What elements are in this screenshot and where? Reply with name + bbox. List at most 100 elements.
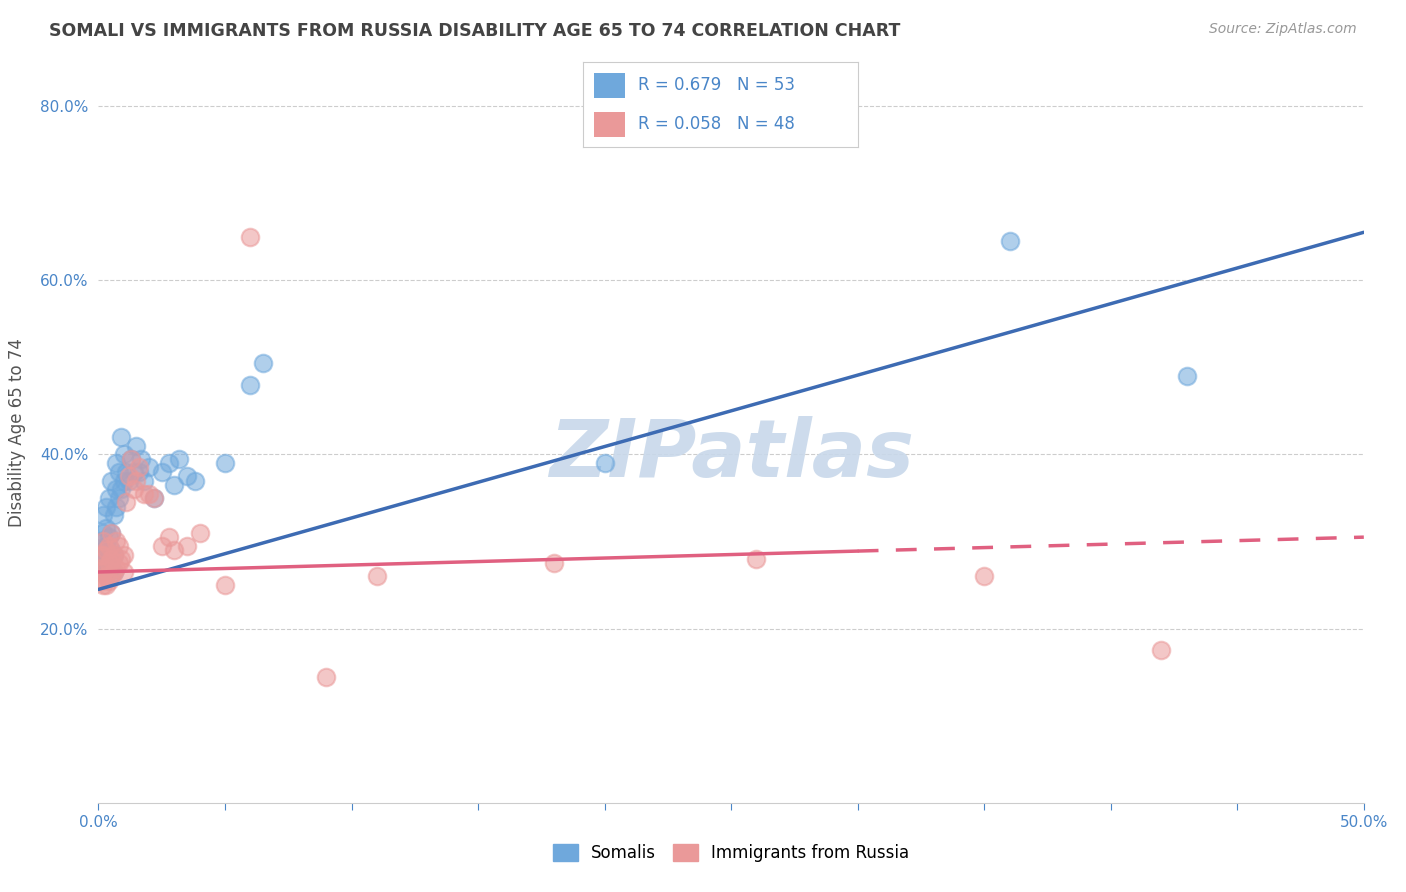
Point (107, 491, 129, 505)
Point (214, 456, 236, 470)
Point (93, 543, 115, 558)
Point (115, 465, 138, 479)
Point (100, 525, 122, 540)
Point (93, 578, 115, 592)
Point (315, 669, 337, 683)
Point (107, 556, 129, 570)
Point (138, 460, 160, 475)
Point (90, 574, 112, 588)
Point (125, 439, 148, 453)
Point (93, 525, 115, 540)
Point (120, 451, 142, 466)
Point (93, 565, 115, 579)
Text: SOMALI VS IMMIGRANTS FROM RUSSIA DISABILITY AGE 65 TO 74 CORRELATION CHART: SOMALI VS IMMIGRANTS FROM RUSSIA DISABIL… (49, 22, 901, 40)
Point (94, 560, 117, 574)
Point (93, 508, 115, 523)
Point (94, 543, 117, 558)
Point (107, 539, 129, 553)
Text: ZIPatlas: ZIPatlas (548, 416, 914, 494)
Point (214, 578, 236, 592)
Point (112, 548, 135, 562)
Point (239, 229, 262, 244)
Point (110, 552, 132, 566)
Point (94, 539, 117, 553)
Point (105, 456, 128, 470)
Point (90, 552, 112, 566)
Point (97, 560, 120, 574)
Point (93, 548, 115, 562)
Point (176, 469, 198, 483)
Point (366, 569, 388, 583)
Point (100, 474, 122, 488)
Point (93, 556, 115, 570)
Point (100, 569, 122, 583)
Text: R = 0.058   N = 48: R = 0.058 N = 48 (638, 115, 796, 133)
Point (118, 474, 141, 488)
Point (543, 556, 565, 570)
Point (90, 560, 112, 574)
Point (105, 482, 128, 496)
Point (105, 534, 128, 549)
Point (112, 447, 135, 461)
Point (100, 543, 122, 558)
Point (90, 548, 112, 562)
Point (122, 482, 145, 496)
Point (998, 234, 1021, 248)
Point (1175, 369, 1198, 384)
Point (100, 560, 122, 574)
Point (93, 534, 115, 549)
Point (131, 451, 153, 466)
FancyBboxPatch shape (595, 72, 624, 98)
Point (118, 469, 141, 483)
Y-axis label: Disability Age 65 to 74: Disability Age 65 to 74 (8, 338, 27, 527)
Point (176, 539, 198, 553)
Point (132, 486, 155, 500)
Point (239, 377, 262, 392)
Point (97, 574, 120, 588)
Point (94, 500, 117, 514)
Point (103, 548, 125, 562)
Text: R = 0.679   N = 53: R = 0.679 N = 53 (638, 77, 796, 95)
Point (90, 565, 112, 579)
Point (138, 486, 160, 500)
Point (143, 491, 166, 505)
Point (105, 500, 128, 514)
Point (112, 565, 135, 579)
Point (128, 465, 150, 479)
Point (125, 474, 148, 488)
Point (163, 478, 186, 492)
Point (107, 465, 129, 479)
Point (157, 530, 180, 544)
Point (103, 548, 125, 562)
Point (94, 569, 117, 583)
Point (94, 578, 117, 592)
Point (97, 539, 120, 553)
Point (188, 525, 211, 540)
Point (128, 460, 150, 475)
Point (103, 565, 125, 579)
Point (157, 456, 180, 470)
Point (120, 451, 142, 466)
Point (115, 495, 138, 509)
Point (105, 560, 128, 574)
Point (183, 474, 205, 488)
Point (97, 491, 120, 505)
Point (94, 556, 117, 570)
Point (100, 552, 122, 566)
Point (122, 465, 145, 479)
Point (132, 474, 155, 488)
Point (150, 465, 173, 479)
Point (252, 356, 274, 370)
Point (103, 508, 125, 523)
Point (110, 430, 132, 444)
Point (163, 543, 186, 558)
Point (90, 534, 112, 549)
Legend: Somalis, Immigrants from Russia: Somalis, Immigrants from Russia (546, 837, 917, 869)
Point (100, 525, 122, 540)
Point (143, 491, 166, 505)
Text: Source: ZipAtlas.com: Source: ZipAtlas.com (1209, 22, 1357, 37)
Point (97, 530, 120, 544)
Point (150, 539, 173, 553)
Point (973, 569, 995, 583)
Point (97, 548, 120, 562)
